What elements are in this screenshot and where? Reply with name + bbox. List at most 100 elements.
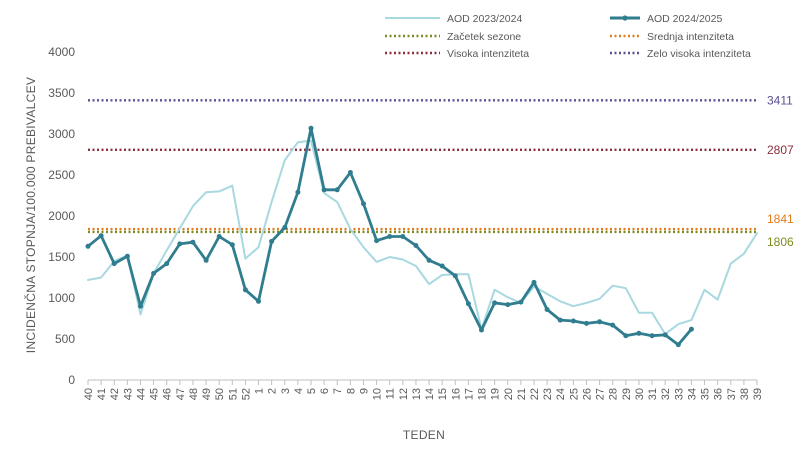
x-tick-label: 10 bbox=[372, 388, 384, 400]
x-axis: 40 41 42 43 44 45 46 47 48 49 50 51 52 1 2 3 4 5 6 7 8 9 10 11 1… bbox=[83, 379, 764, 400]
data-point bbox=[675, 342, 681, 348]
x-tick-label: 4 bbox=[293, 388, 305, 394]
x-tick-label: 28 bbox=[608, 388, 620, 400]
data-point bbox=[413, 243, 419, 248]
data-point bbox=[164, 261, 170, 267]
x-tick-label: 19 bbox=[490, 388, 502, 400]
x-tick-label: 23 bbox=[542, 388, 554, 400]
legend-label-zacetek-sezone: Začetek sezone bbox=[447, 31, 521, 43]
x-tick-label: 41 bbox=[96, 388, 108, 400]
data-point bbox=[295, 189, 301, 195]
data-point bbox=[584, 320, 589, 326]
x-tick-label: 26 bbox=[581, 388, 593, 400]
x-tick-label: 25 bbox=[568, 388, 580, 400]
data-point bbox=[492, 300, 498, 306]
reference-line-label: 1841 bbox=[767, 212, 794, 226]
reference-line-label: 1806 bbox=[767, 235, 794, 249]
x-tick-label: 51 bbox=[227, 388, 239, 400]
legend-marker-aod-2024-2025 bbox=[622, 15, 628, 21]
x-tick-label: 38 bbox=[739, 388, 751, 400]
data-point bbox=[85, 243, 91, 249]
data-point bbox=[518, 299, 524, 305]
legend-label-aod-2024-2025: AOD 2024/2025 bbox=[647, 13, 722, 25]
x-tick-label: 34 bbox=[686, 388, 698, 400]
data-point bbox=[544, 307, 550, 312]
data-point bbox=[452, 273, 458, 279]
x-tick-label: 49 bbox=[201, 388, 213, 400]
data-point bbox=[361, 201, 366, 207]
data-point bbox=[636, 330, 642, 336]
x-tick-label: 31 bbox=[647, 388, 659, 400]
data-point bbox=[256, 298, 261, 304]
x-tick-label: 43 bbox=[122, 388, 134, 400]
x-tick-label: 32 bbox=[660, 388, 672, 400]
x-tick-label: 16 bbox=[450, 388, 462, 400]
data-point bbox=[269, 238, 275, 244]
x-tick-label: 13 bbox=[411, 388, 423, 400]
x-tick-label: 11 bbox=[385, 388, 397, 399]
legend-label-srednja-intenziteta: Srednja intenziteta bbox=[647, 31, 734, 43]
x-tick-label: 8 bbox=[345, 388, 357, 394]
y-axis-title: INCIDENČNA STOPNJA/100.000 PREBIVALCEV bbox=[23, 77, 38, 353]
x-axis-title: TEDEN bbox=[403, 428, 445, 442]
data-point bbox=[347, 170, 353, 175]
data-point bbox=[98, 233, 104, 239]
data-point bbox=[216, 234, 222, 239]
y-tick-label: 1000 bbox=[48, 291, 75, 305]
y-tick-label: 3000 bbox=[48, 127, 75, 141]
y-axis-ticks: 0 500 1000 1500 2000 2500 3000 3500 4000 bbox=[48, 45, 75, 387]
x-tick-label: 5 bbox=[306, 388, 318, 394]
y-tick-label: 2500 bbox=[48, 168, 75, 182]
x-tick-label: 40 bbox=[83, 388, 95, 400]
x-tick-label: 46 bbox=[162, 388, 174, 400]
x-tick-label: 45 bbox=[149, 388, 161, 400]
x-tick-label: 47 bbox=[175, 388, 187, 400]
data-point bbox=[334, 187, 340, 193]
data-point bbox=[308, 125, 314, 131]
x-tick-label: 27 bbox=[595, 388, 607, 400]
legend-label-visoka-intenziteta: Visoka intenziteta bbox=[447, 48, 529, 60]
x-tick-label: 15 bbox=[437, 388, 449, 400]
data-point bbox=[229, 242, 235, 248]
reference-lines: 1806 1841 2807 3411 bbox=[88, 93, 794, 249]
x-tick-label: 52 bbox=[240, 388, 252, 400]
x-tick-label: 24 bbox=[555, 388, 567, 400]
reference-line-label: 3411 bbox=[767, 93, 793, 107]
x-tick-label: 17 bbox=[463, 388, 475, 400]
data-point bbox=[138, 303, 143, 309]
data-point bbox=[282, 225, 288, 230]
legend-label-zelo-visoka-intenziteta: Zelo visoka intenziteta bbox=[647, 48, 751, 60]
x-tick-label: 30 bbox=[634, 388, 646, 400]
data-point bbox=[570, 318, 576, 324]
data-point bbox=[177, 241, 183, 247]
x-tick-label: 37 bbox=[726, 388, 738, 400]
data-point bbox=[688, 326, 694, 332]
x-tick-label: 33 bbox=[673, 388, 685, 400]
series-line bbox=[87, 139, 758, 336]
data-point bbox=[426, 257, 432, 263]
data-point bbox=[242, 287, 248, 293]
y-tick-label: 1500 bbox=[48, 250, 75, 264]
series-lines bbox=[85, 125, 758, 348]
data-point bbox=[439, 263, 445, 269]
data-point bbox=[203, 257, 209, 263]
y-tick-label: 2000 bbox=[48, 209, 75, 223]
x-tick-label: 14 bbox=[424, 388, 436, 400]
data-point bbox=[465, 301, 471, 307]
data-point bbox=[151, 270, 157, 276]
x-tick-label: 42 bbox=[109, 388, 121, 400]
x-tick-label: 48 bbox=[188, 388, 200, 400]
data-point bbox=[623, 333, 629, 339]
x-tick-label: 9 bbox=[358, 388, 370, 394]
legend: AOD 2023/2024 AOD 2024/2025 Začetek sezo… bbox=[385, 13, 751, 60]
x-tick-label: 12 bbox=[398, 388, 410, 400]
x-tick-label: 3 bbox=[280, 388, 292, 394]
x-tick-label: 18 bbox=[477, 388, 489, 400]
legend-label-aod-2023-2024: AOD 2023/2024 bbox=[447, 13, 522, 25]
data-point bbox=[124, 253, 130, 259]
data-point bbox=[597, 319, 603, 325]
x-tick-label: 35 bbox=[700, 388, 712, 400]
data-point bbox=[190, 239, 196, 245]
reference-line-label: 2807 bbox=[767, 143, 794, 157]
